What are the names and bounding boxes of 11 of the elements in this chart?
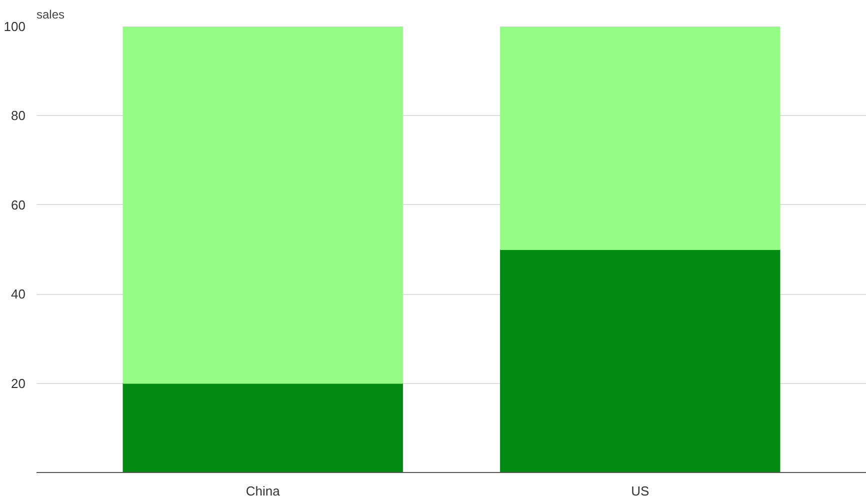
- y-tick-label: 40: [11, 286, 26, 302]
- y-tick-label: 100: [4, 19, 26, 34]
- y-axis-title: sales: [36, 8, 65, 22]
- y-tick-label: 60: [11, 197, 26, 212]
- x-tick-label: China: [246, 484, 281, 498]
- x-tick-label: US: [631, 484, 650, 498]
- bar: [500, 249, 780, 472]
- bar: [122, 382, 403, 472]
- y-tick-label: 20: [11, 376, 26, 391]
- bar: [500, 26, 780, 250]
- y-tick-label: 80: [11, 108, 26, 124]
